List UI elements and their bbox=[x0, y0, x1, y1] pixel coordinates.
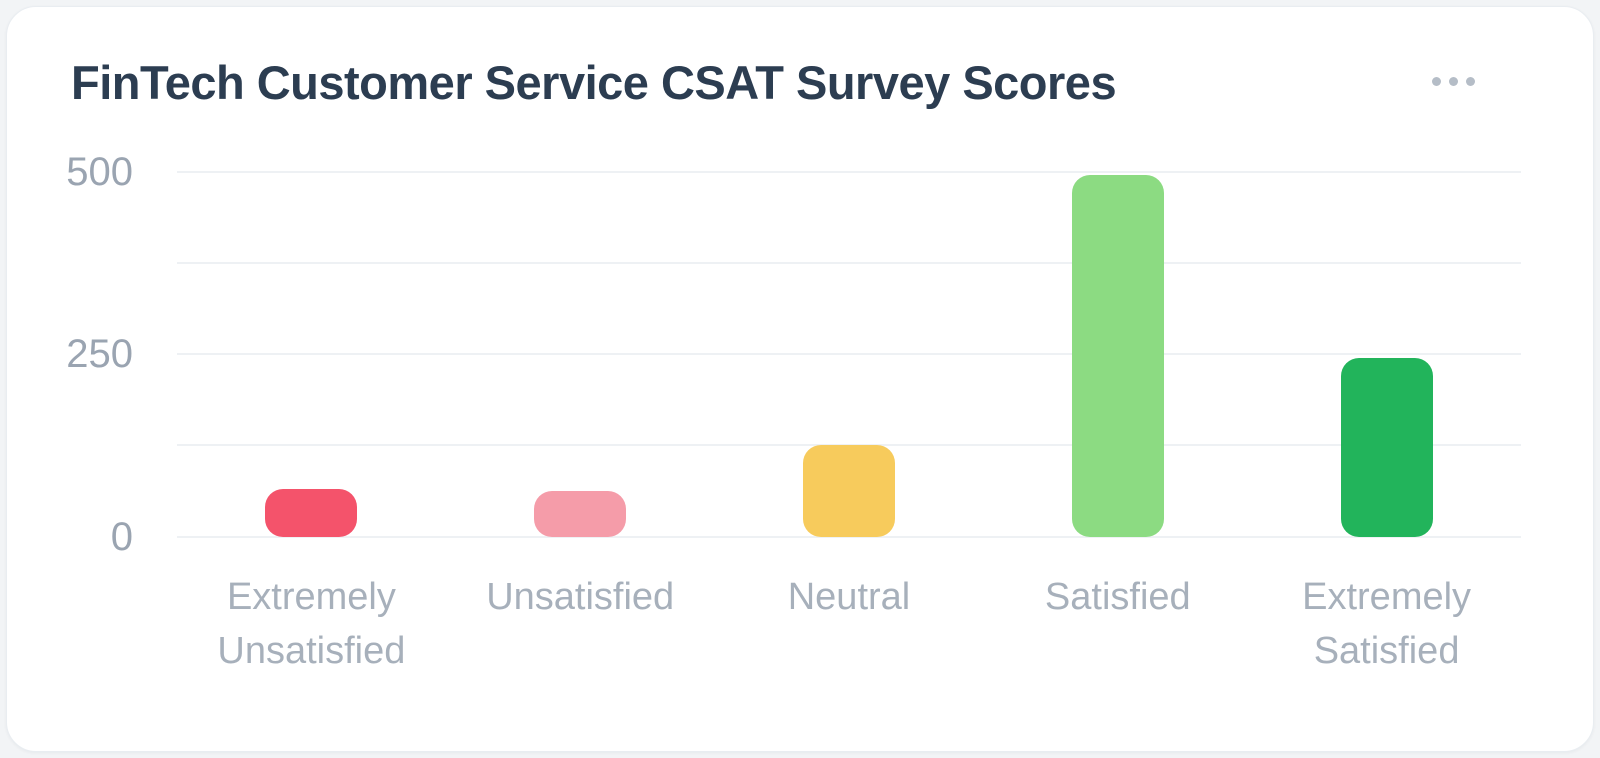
bar-slot bbox=[177, 172, 446, 537]
gridline bbox=[177, 535, 1521, 538]
bar-slot bbox=[983, 172, 1252, 537]
x-axis-label: Unsatisfied bbox=[486, 575, 675, 618]
x-axis-label: Extremely Satisfied bbox=[1302, 575, 1472, 672]
plot-area bbox=[177, 170, 1521, 538]
card-header: FinTech Customer Service CSAT Survey Sco… bbox=[7, 7, 1593, 110]
bar-extremely-satisfied[interactable] bbox=[1340, 357, 1433, 537]
bar-extremely-unsatisfied[interactable] bbox=[265, 489, 358, 537]
x-axis: Extremely Unsatisfied Unsatisfied Neutral S… bbox=[177, 571, 1521, 679]
chart-card: FinTech Customer Service CSAT Survey Sco… bbox=[6, 6, 1594, 752]
x-axis-label: Satisfied bbox=[1044, 575, 1191, 618]
ellipsis-icon bbox=[1449, 77, 1458, 86]
page-title: FinTech Customer Service CSAT Survey Sco… bbox=[71, 56, 1117, 109]
y-axis-tick-label: 250 bbox=[66, 332, 133, 377]
card-menu-button[interactable] bbox=[1432, 77, 1475, 86]
x-axis-label: Extremely Unsatisfied bbox=[217, 575, 406, 672]
ellipsis-icon bbox=[1466, 77, 1475, 86]
y-axis-tick-label: 500 bbox=[66, 149, 133, 194]
bar-slot bbox=[715, 172, 984, 537]
bar-unsatisfied[interactable] bbox=[534, 491, 627, 537]
bar-neutral[interactable] bbox=[802, 445, 895, 537]
gridline bbox=[177, 353, 1521, 356]
plot-wrap: Extremely Unsatisfied Unsatisfied Neutral S… bbox=[177, 170, 1521, 679]
bar-satisfied[interactable] bbox=[1071, 175, 1164, 537]
gridline bbox=[177, 261, 1521, 264]
gridline bbox=[177, 170, 1521, 173]
bar-slot bbox=[446, 172, 715, 537]
bar-slot bbox=[1252, 172, 1521, 537]
ellipsis-icon bbox=[1432, 77, 1441, 86]
csat-bar-chart: 0 250 500 Extremely Unsatisfied Unsatisfied… bbox=[7, 152, 1593, 679]
y-axis-tick-label: 0 bbox=[110, 514, 133, 559]
y-axis: 0 250 500 bbox=[7, 152, 177, 557]
x-axis-label: Neutral bbox=[787, 575, 911, 618]
